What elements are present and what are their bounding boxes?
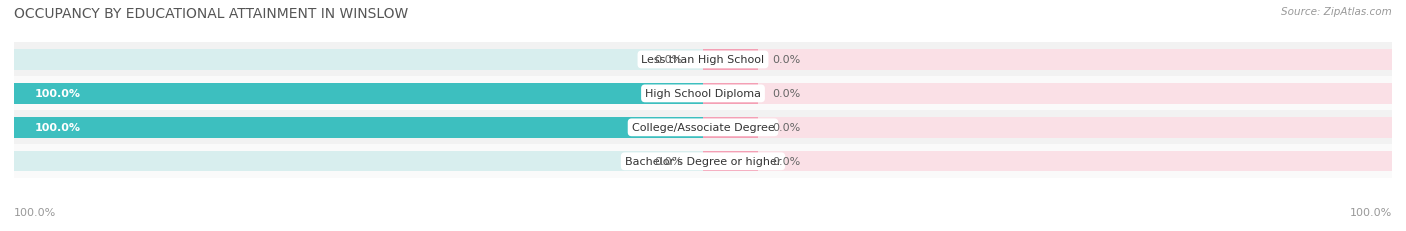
Bar — [703, 50, 758, 70]
Text: 100.0%: 100.0% — [35, 89, 80, 99]
Text: 100.0%: 100.0% — [1350, 207, 1392, 217]
Bar — [14, 145, 1392, 179]
Text: 0.0%: 0.0% — [772, 123, 800, 133]
Text: Source: ZipAtlas.com: Source: ZipAtlas.com — [1281, 7, 1392, 17]
Text: High School Diploma: High School Diploma — [645, 89, 761, 99]
Bar — [703, 84, 1392, 104]
Bar — [14, 50, 703, 70]
Text: 0.0%: 0.0% — [772, 55, 800, 65]
Bar — [703, 152, 1392, 172]
Bar — [14, 118, 703, 138]
Text: College/Associate Degree: College/Associate Degree — [631, 123, 775, 133]
Text: OCCUPANCY BY EDUCATIONAL ATTAINMENT IN WINSLOW: OCCUPANCY BY EDUCATIONAL ATTAINMENT IN W… — [14, 7, 408, 21]
Text: Less than High School: Less than High School — [641, 55, 765, 65]
Text: 100.0%: 100.0% — [35, 123, 80, 133]
Bar — [14, 84, 703, 104]
Bar — [14, 43, 1392, 77]
Bar — [703, 152, 758, 172]
Text: 0.0%: 0.0% — [654, 55, 682, 65]
Bar — [703, 118, 1392, 138]
Text: 0.0%: 0.0% — [772, 157, 800, 167]
Text: 100.0%: 100.0% — [14, 207, 56, 217]
Text: Bachelor's Degree or higher: Bachelor's Degree or higher — [624, 157, 782, 167]
Bar — [703, 84, 758, 104]
Bar — [14, 84, 703, 104]
Bar — [703, 118, 758, 138]
Text: 0.0%: 0.0% — [772, 89, 800, 99]
Bar — [14, 118, 703, 138]
Bar — [14, 77, 1392, 111]
Text: 0.0%: 0.0% — [654, 157, 682, 167]
Bar — [14, 152, 703, 172]
Bar — [703, 50, 1392, 70]
Bar — [14, 111, 1392, 145]
